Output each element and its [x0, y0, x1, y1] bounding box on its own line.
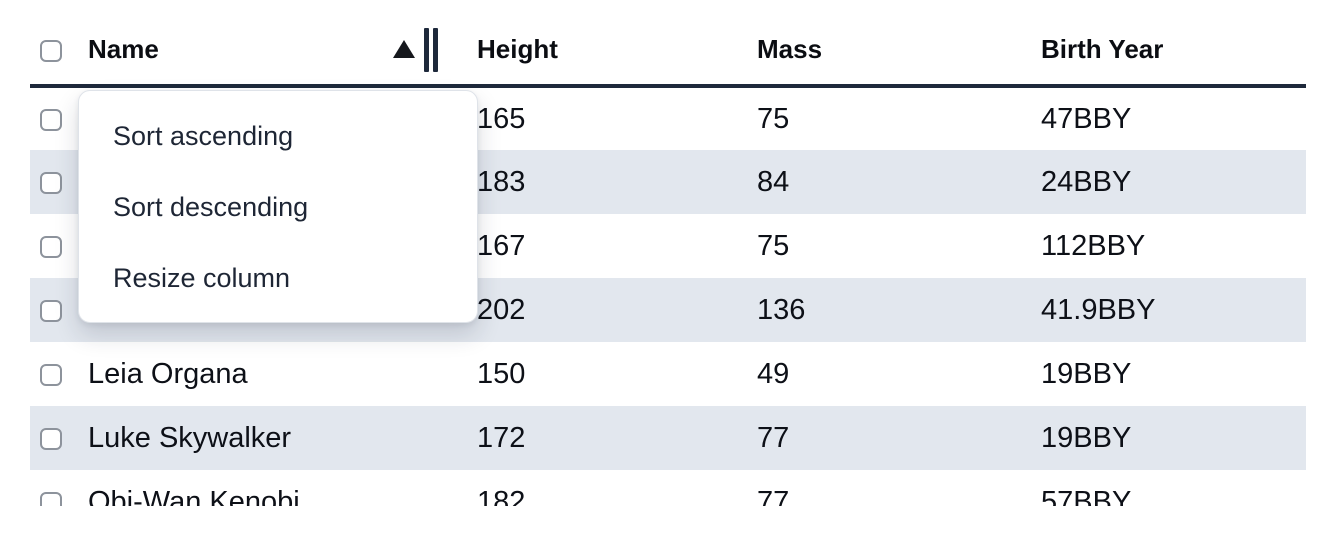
row-checkbox[interactable] — [40, 171, 62, 194]
cell-height: 167 — [477, 229, 526, 262]
header-row: Name Height Mass Birth Year — [30, 0, 1306, 88]
column-context-menu: Sort ascending Sort descending Resize co… — [78, 90, 478, 323]
cell-height: 182 — [477, 485, 526, 507]
row-checkbox[interactable] — [40, 108, 62, 131]
cell-height: 165 — [477, 102, 526, 135]
cell-name: Luke Skywalker — [88, 421, 292, 454]
cell-birth-year: 24BBY — [1041, 165, 1132, 198]
row-checkbox[interactable] — [40, 235, 62, 258]
table-row: Obi-Wan Kenobi 182 77 57BBY — [30, 470, 1306, 506]
row-checkbox[interactable] — [40, 299, 62, 322]
select-all-checkbox[interactable] — [40, 39, 62, 62]
cell-height: 183 — [477, 165, 526, 198]
menu-item-resize-column[interactable]: Resize column — [113, 263, 291, 293]
cell-height: 150 — [477, 357, 526, 390]
cell-mass: 49 — [757, 357, 790, 390]
cell-mass: 75 — [757, 102, 790, 135]
cell-mass: 77 — [757, 421, 790, 454]
table-row: 167 75 112BBY — [30, 214, 1306, 278]
cell-mass: 75 — [757, 229, 790, 262]
cell-height: 172 — [477, 421, 526, 454]
cell-birth-year: 41.9BBY — [1041, 293, 1156, 326]
column-header-name-label: Name — [88, 33, 159, 64]
column-resize-handle[interactable] — [424, 28, 438, 72]
row-checkbox[interactable] — [40, 427, 62, 450]
cell-birth-year: 47BBY — [1041, 102, 1132, 135]
row-checkbox[interactable] — [40, 363, 62, 386]
column-header-birth-year[interactable]: Birth Year — [1031, 0, 1306, 88]
cell-name: Leia Organa — [88, 357, 248, 390]
table-row: Leia Organa 150 49 19BBY — [30, 342, 1306, 406]
menu-item-sort-ascending[interactable]: Sort ascending — [113, 121, 294, 151]
sort-ascending-indicator-icon — [393, 40, 415, 58]
column-header-mass[interactable]: Mass — [747, 0, 1031, 88]
cell-birth-year: 19BBY — [1041, 421, 1132, 454]
cell-mass: 77 — [757, 485, 790, 507]
menu-item-sort-descending[interactable]: Sort descending — [113, 192, 309, 222]
column-header-height[interactable]: Height — [467, 0, 747, 88]
table-row: 165 75 47BBY — [30, 86, 1306, 150]
cell-mass: 84 — [757, 165, 790, 198]
cell-birth-year: 57BBY — [1041, 485, 1132, 507]
cell-mass: 136 — [757, 293, 806, 326]
row-checkbox[interactable] — [40, 491, 62, 506]
cell-birth-year: 112BBY — [1041, 229, 1146, 262]
cell-birth-year: 19BBY — [1041, 357, 1132, 390]
cell-name: Obi-Wan Kenobi — [88, 485, 300, 507]
select-all-cell — [30, 0, 78, 88]
table-row: Luke Skywalker 172 77 19BBY — [30, 406, 1306, 470]
column-header-name[interactable]: Name — [78, 0, 467, 88]
cell-height: 202 — [477, 293, 526, 326]
